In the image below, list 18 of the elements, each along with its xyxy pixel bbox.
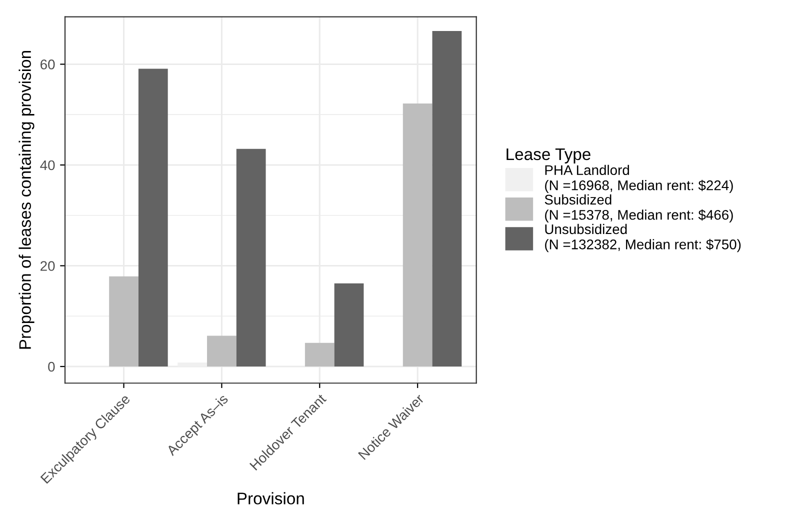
bar bbox=[109, 276, 138, 367]
legend-label: Subsidized (N =15378, Median rent: $466) bbox=[544, 194, 733, 223]
bar bbox=[236, 148, 266, 367]
bar bbox=[402, 104, 432, 367]
y-tick-label: 40 bbox=[40, 160, 55, 170]
bar bbox=[207, 336, 236, 367]
legend-label: Unsubsidized (N =132382, Median rent: $750) bbox=[545, 224, 741, 252]
bar bbox=[304, 342, 334, 367]
bar bbox=[334, 283, 364, 367]
y-tick-label: 60 bbox=[40, 60, 55, 70]
legend-title: Lease Type bbox=[506, 148, 590, 164]
y-axis-title: Proportion of leases containing provision bbox=[18, 50, 34, 349]
bar bbox=[432, 30, 462, 367]
y-tick-label: 20 bbox=[40, 261, 55, 271]
bar bbox=[138, 68, 168, 367]
legend-label: PHA Landlord (N =16968, Median rent: $224) bbox=[545, 164, 733, 193]
y-tick-label: 0 bbox=[48, 362, 55, 372]
x-axis-title: Provision bbox=[238, 492, 304, 504]
